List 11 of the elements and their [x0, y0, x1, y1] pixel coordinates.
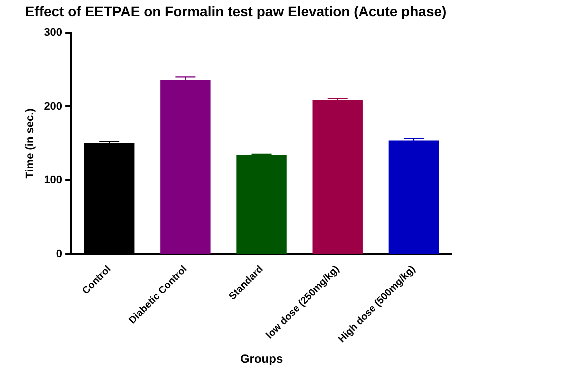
x-axis-title: Groups — [240, 352, 284, 366]
chart-title: Effect of EETPAE on Formalin test paw Elevation (Acute phase) — [25, 3, 447, 20]
y-axis-title: Time (in sec.) — [24, 108, 37, 179]
bar — [160, 80, 211, 254]
bar — [236, 156, 287, 254]
y-tick-label: 200 — [44, 100, 63, 113]
y-tick-label: 100 — [44, 174, 63, 187]
bar — [388, 140, 440, 254]
y-tick-label: 0 — [56, 248, 63, 261]
bar — [312, 100, 363, 254]
y-tick-label: 300 — [44, 26, 63, 39]
